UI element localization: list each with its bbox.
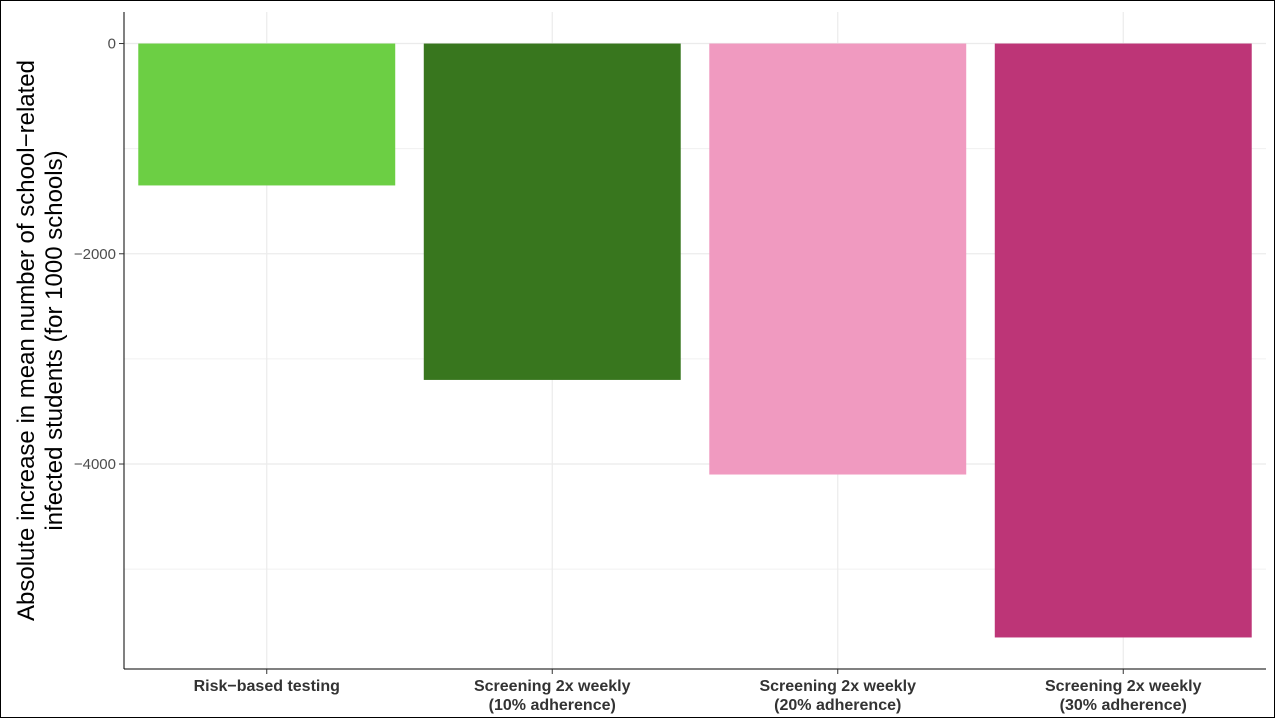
bar: [709, 43, 967, 475]
bar: [138, 43, 396, 186]
y-tick-label: −2000: [74, 246, 116, 263]
y-axis-title: Absolute increase in mean number of scho…: [13, 60, 68, 621]
y-tick-label: 0: [108, 36, 116, 53]
bar: [423, 43, 681, 380]
x-tick-label: Screening 2x weekly (20% adherence): [759, 678, 916, 714]
x-tick-label: Screening 2x weekly (30% adherence): [1045, 678, 1202, 714]
bars: [138, 43, 1252, 638]
x-tick-label: Screening 2x weekly (10% adherence): [474, 678, 631, 714]
bar: [994, 43, 1252, 638]
y-tick-label: −4000: [74, 456, 116, 473]
x-tick-label: Risk−based testing: [194, 678, 340, 695]
x-ticks: Risk−based testing Screening 2x weekly (10…: [194, 669, 1202, 714]
y-ticks: 0 −2000 −4000: [74, 36, 124, 473]
